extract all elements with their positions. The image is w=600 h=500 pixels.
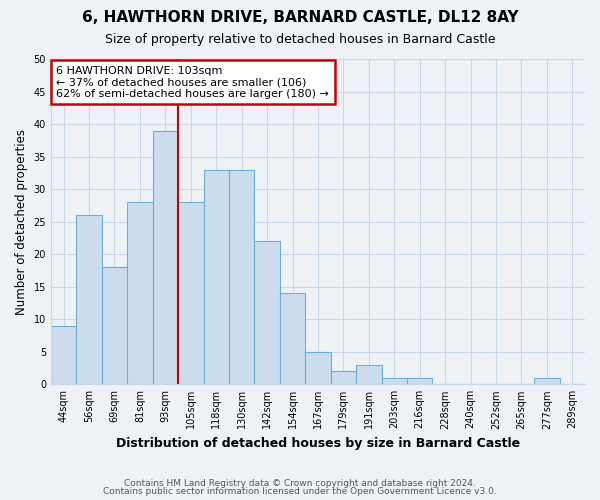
Bar: [331, 372, 356, 384]
Text: Contains public sector information licensed under the Open Government Licence v3: Contains public sector information licen…: [103, 487, 497, 496]
Bar: [229, 170, 254, 384]
Bar: [534, 378, 560, 384]
Text: 6, HAWTHORN DRIVE, BARNARD CASTLE, DL12 8AY: 6, HAWTHORN DRIVE, BARNARD CASTLE, DL12 …: [82, 10, 518, 25]
Bar: [152, 130, 178, 384]
Bar: [127, 202, 152, 384]
Bar: [356, 365, 382, 384]
Bar: [254, 241, 280, 384]
Bar: [407, 378, 433, 384]
Bar: [102, 267, 127, 384]
Bar: [280, 293, 305, 384]
Y-axis label: Number of detached properties: Number of detached properties: [15, 128, 28, 314]
Bar: [203, 170, 229, 384]
Bar: [178, 202, 203, 384]
X-axis label: Distribution of detached houses by size in Barnard Castle: Distribution of detached houses by size …: [116, 437, 520, 450]
Text: Contains HM Land Registry data © Crown copyright and database right 2024.: Contains HM Land Registry data © Crown c…: [124, 478, 476, 488]
Bar: [305, 352, 331, 384]
Text: Size of property relative to detached houses in Barnard Castle: Size of property relative to detached ho…: [105, 32, 495, 46]
Bar: [382, 378, 407, 384]
Text: 6 HAWTHORN DRIVE: 103sqm
← 37% of detached houses are smaller (106)
62% of semi-: 6 HAWTHORN DRIVE: 103sqm ← 37% of detach…: [56, 66, 329, 98]
Bar: [76, 215, 102, 384]
Bar: [51, 326, 76, 384]
